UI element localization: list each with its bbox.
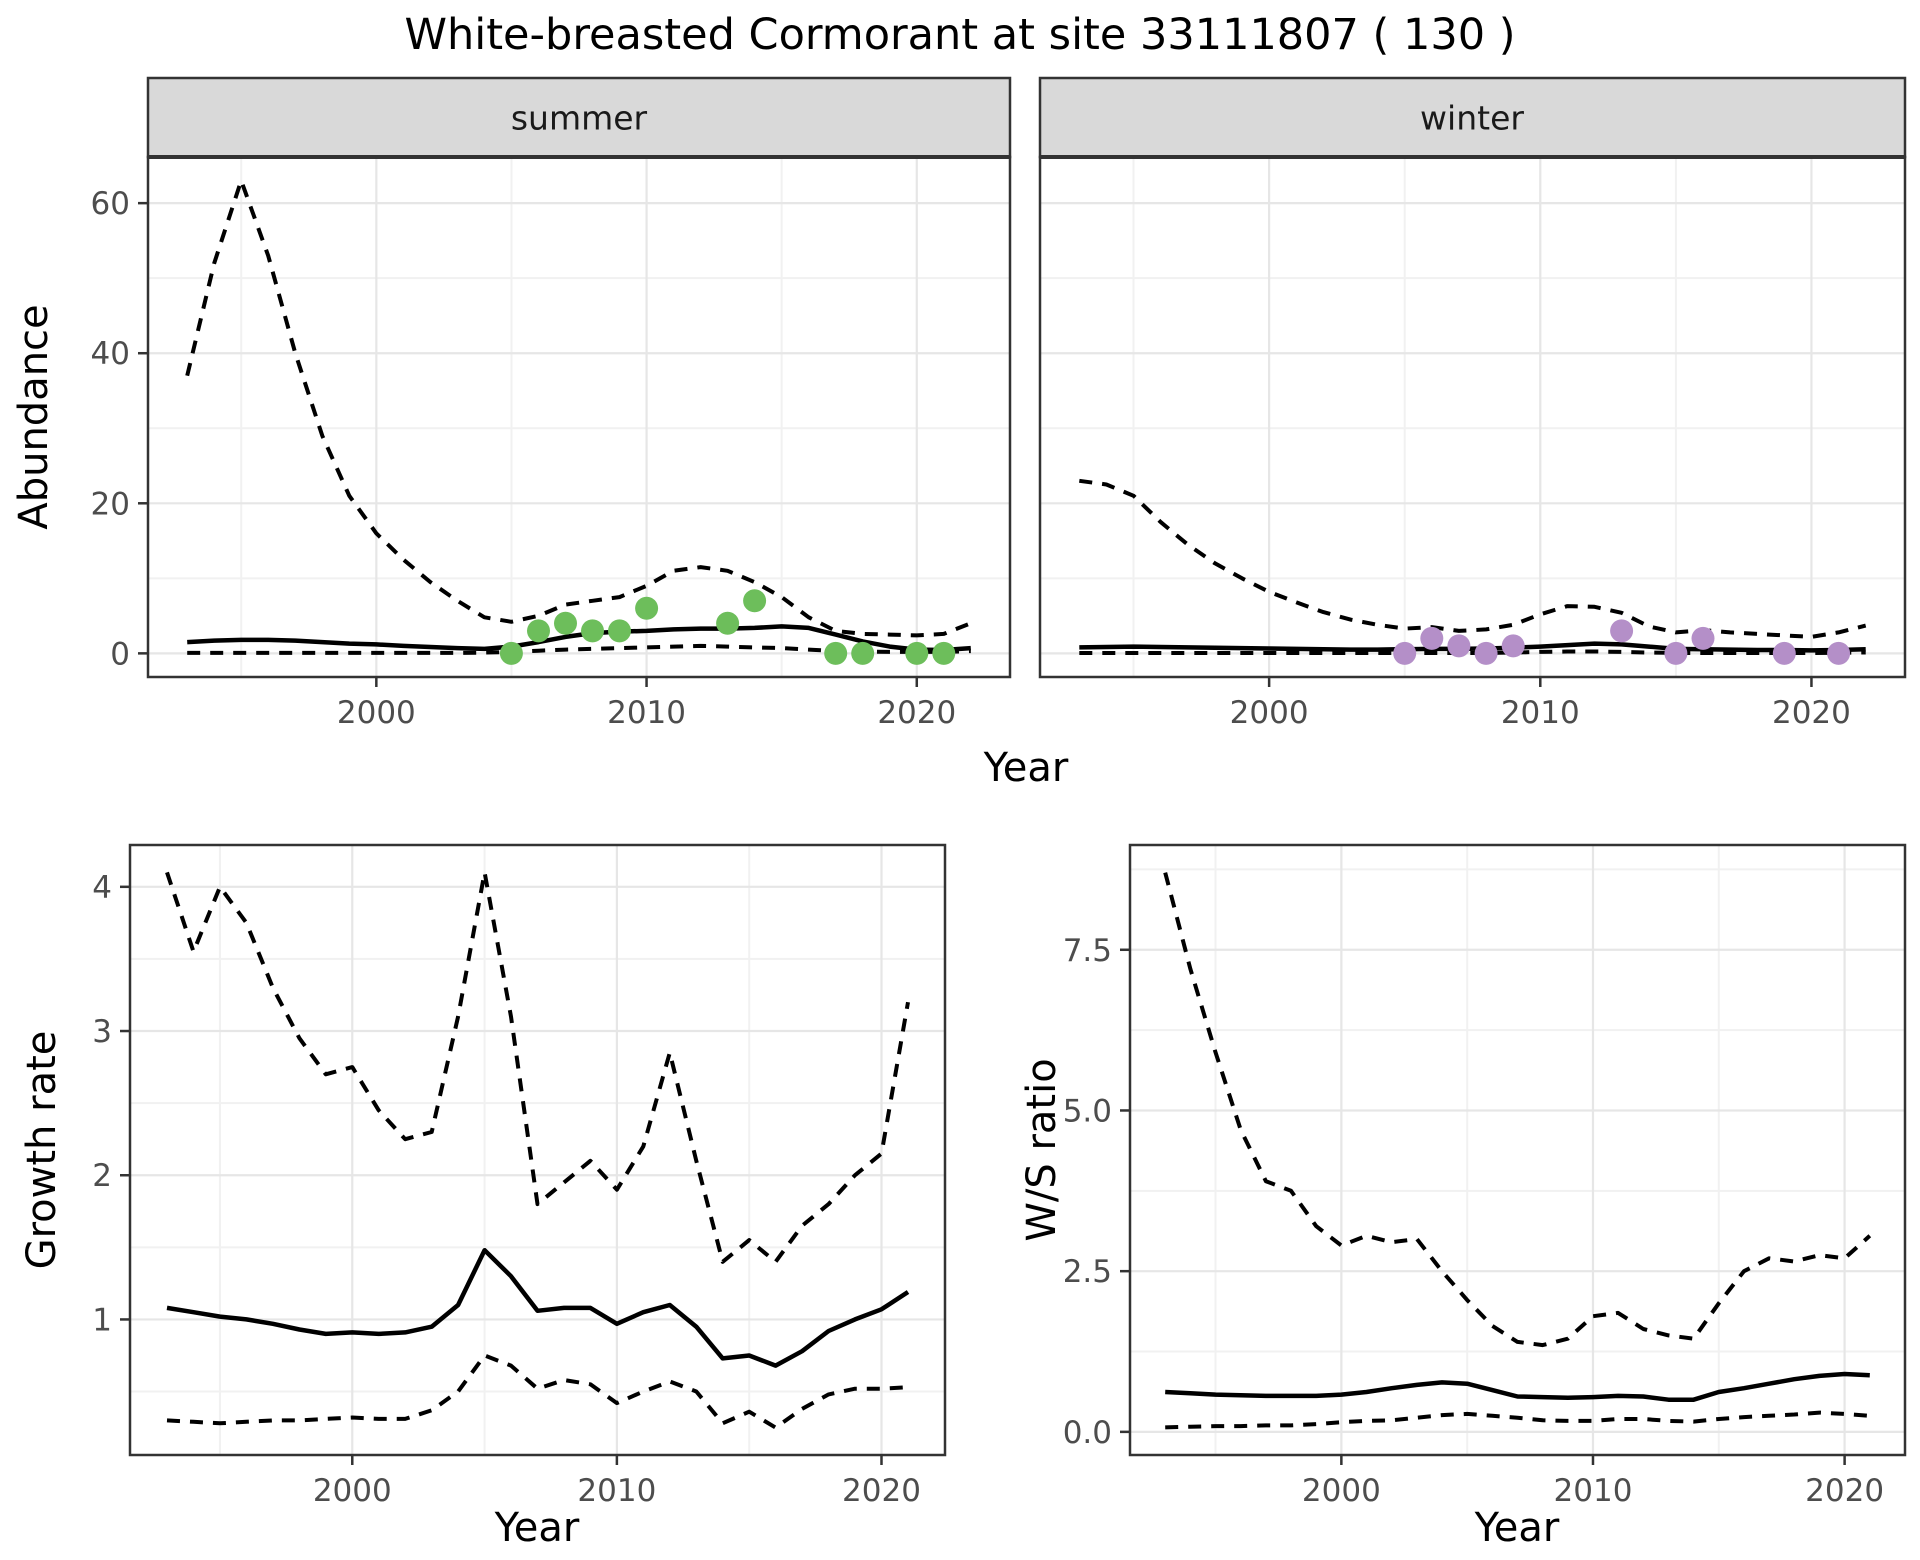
panel-border xyxy=(1128,843,1907,1457)
observation-point xyxy=(527,619,550,643)
panel-background xyxy=(1130,845,1905,1455)
observation-point xyxy=(824,641,848,665)
y-axis-title-ws-ratio: W/S ratio xyxy=(1019,1058,1065,1242)
y-tick-label: 0.0 xyxy=(1063,1415,1112,1451)
observation-point xyxy=(716,611,740,635)
ws_ratio-lower_95ci-line xyxy=(1165,1410,1870,1430)
x-axis-title-year-top: Year xyxy=(983,745,1069,791)
x-axis-title-year-bottom-left: Year xyxy=(494,1505,580,1551)
observation-point xyxy=(1420,626,1444,650)
x-tick-label: 2020 xyxy=(1772,695,1851,731)
abundance_winter-mean-line xyxy=(1079,641,1866,653)
observation-point xyxy=(581,619,604,643)
y-tick-label: 2.5 xyxy=(1063,1254,1112,1290)
observation-point xyxy=(554,611,577,635)
y-tick-label: 20 xyxy=(91,486,130,522)
growth_rate-mean-line xyxy=(166,1247,910,1368)
observation-point xyxy=(608,619,631,643)
observation-point xyxy=(743,589,767,613)
x-tick-label: 2000 xyxy=(313,1473,392,1509)
ws_ratio-upper_95ci-line xyxy=(1163,872,1872,1348)
observation-point xyxy=(1610,619,1634,643)
abundance_summer-mean-line xyxy=(187,624,971,653)
panel-border xyxy=(128,843,947,1457)
facet-strip-label-summer: summer xyxy=(510,98,648,138)
observation-point xyxy=(932,641,956,665)
growth_rate-lower_95ci-line xyxy=(166,1353,909,1430)
abundance_winter-panel: 2000 2010 2020 xyxy=(1038,76,1907,731)
y-tick-label: 5.0 xyxy=(1063,1093,1112,1129)
x-tick-label: 2010 xyxy=(577,1473,656,1509)
panel-background xyxy=(1040,157,1905,677)
observation-point xyxy=(1447,634,1471,658)
y-tick-label: 60 xyxy=(91,186,130,222)
facet-strip xyxy=(146,76,1012,159)
observation-point xyxy=(1501,634,1525,658)
observation-point xyxy=(1393,641,1417,665)
x-tick-label: 2020 xyxy=(1805,1473,1884,1509)
observation-point xyxy=(1664,641,1688,665)
facet-strip-label-winter: winter xyxy=(1420,98,1524,138)
abundance_winter-lower_95ci-line xyxy=(1079,649,1866,655)
x-tick-label: 2020 xyxy=(842,1473,921,1509)
abundance_summer-panel: 2000 2010 2020 0 20 40 60 xyxy=(91,76,1012,731)
x-tick-label: 2000 xyxy=(1302,1473,1381,1509)
facet-strip xyxy=(1038,76,1907,159)
observation-point xyxy=(1691,626,1715,650)
x-tick-label: 2010 xyxy=(1501,695,1580,731)
chart-title: White-breasted Cormorant at site 3311180… xyxy=(404,10,1516,60)
observation-point xyxy=(851,641,875,665)
observation-point xyxy=(1474,641,1498,665)
y-tick-label: 0 xyxy=(110,636,130,672)
ws_ratio-mean-line xyxy=(1165,1371,1870,1402)
x-axis-title-year-bottom-right: Year xyxy=(1474,1505,1560,1551)
observation-point xyxy=(499,641,523,665)
growth_rate-upper_95ci-line xyxy=(165,870,910,1264)
x-tick-label: 2000 xyxy=(337,695,416,731)
x-tick-label: 2020 xyxy=(877,695,956,731)
y-tick-label: 40 xyxy=(91,336,130,372)
y-axis-title-abundance: Abundance xyxy=(11,304,57,530)
panel-background xyxy=(148,157,1010,677)
x-tick-label: 2010 xyxy=(1554,1473,1633,1509)
panel-background xyxy=(130,845,945,1455)
y-tick-label: 3 xyxy=(92,1014,112,1050)
y-tick-label: 2 xyxy=(92,1158,112,1194)
observation-point xyxy=(635,596,659,620)
observation-point xyxy=(905,641,929,665)
ws_ratio-panel: 2000 2010 2020 0.0 2.5 5.0 7.5 xyxy=(1063,843,1907,1509)
growth_rate-panel: 2000 2010 2020 1 2 3 4 xyxy=(92,843,947,1509)
abundance_summer-upper_95ci-line xyxy=(185,178,972,638)
y-tick-label: 4 xyxy=(92,870,112,906)
observation-point xyxy=(1827,641,1851,665)
observation-point xyxy=(1772,641,1796,665)
y-tick-label: 1 xyxy=(92,1302,112,1338)
y-axis-title-growth-rate: Growth rate xyxy=(19,1030,65,1270)
x-tick-label: 2010 xyxy=(607,695,686,731)
x-tick-label: 2000 xyxy=(1230,695,1309,731)
y-tick-label: 7.5 xyxy=(1063,933,1112,969)
